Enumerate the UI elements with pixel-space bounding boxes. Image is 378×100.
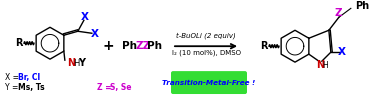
Text: X: X xyxy=(81,12,89,22)
Text: H: H xyxy=(322,61,328,70)
Text: Ph: Ph xyxy=(122,41,137,51)
Text: X =: X = xyxy=(5,73,22,82)
Text: t-BuOLi (2 equiv): t-BuOLi (2 equiv) xyxy=(176,32,236,39)
FancyBboxPatch shape xyxy=(171,71,247,94)
Text: X: X xyxy=(91,29,99,39)
Text: N: N xyxy=(67,58,75,68)
Text: R: R xyxy=(260,41,268,51)
Text: H: H xyxy=(73,59,79,68)
Text: ZZ: ZZ xyxy=(135,41,150,51)
Text: X: X xyxy=(338,47,346,57)
Text: Y =: Y = xyxy=(5,82,21,92)
Text: Ph: Ph xyxy=(147,41,162,51)
Text: Ph: Ph xyxy=(355,1,369,11)
Text: I₂ (10 mol%), DMSO: I₂ (10 mol%), DMSO xyxy=(172,50,240,56)
Text: Transition-Metal-Free !: Transition-Metal-Free ! xyxy=(163,80,256,86)
Text: Z: Z xyxy=(334,8,342,18)
Text: Z =: Z = xyxy=(97,82,114,92)
Text: +: + xyxy=(102,39,114,53)
Text: Br, Cl: Br, Cl xyxy=(18,73,40,82)
Text: R: R xyxy=(15,38,23,48)
Text: Ms, Ts: Ms, Ts xyxy=(18,82,45,92)
Text: N: N xyxy=(316,60,324,70)
Text: Y: Y xyxy=(78,58,85,68)
Text: S, Se: S, Se xyxy=(110,82,132,92)
